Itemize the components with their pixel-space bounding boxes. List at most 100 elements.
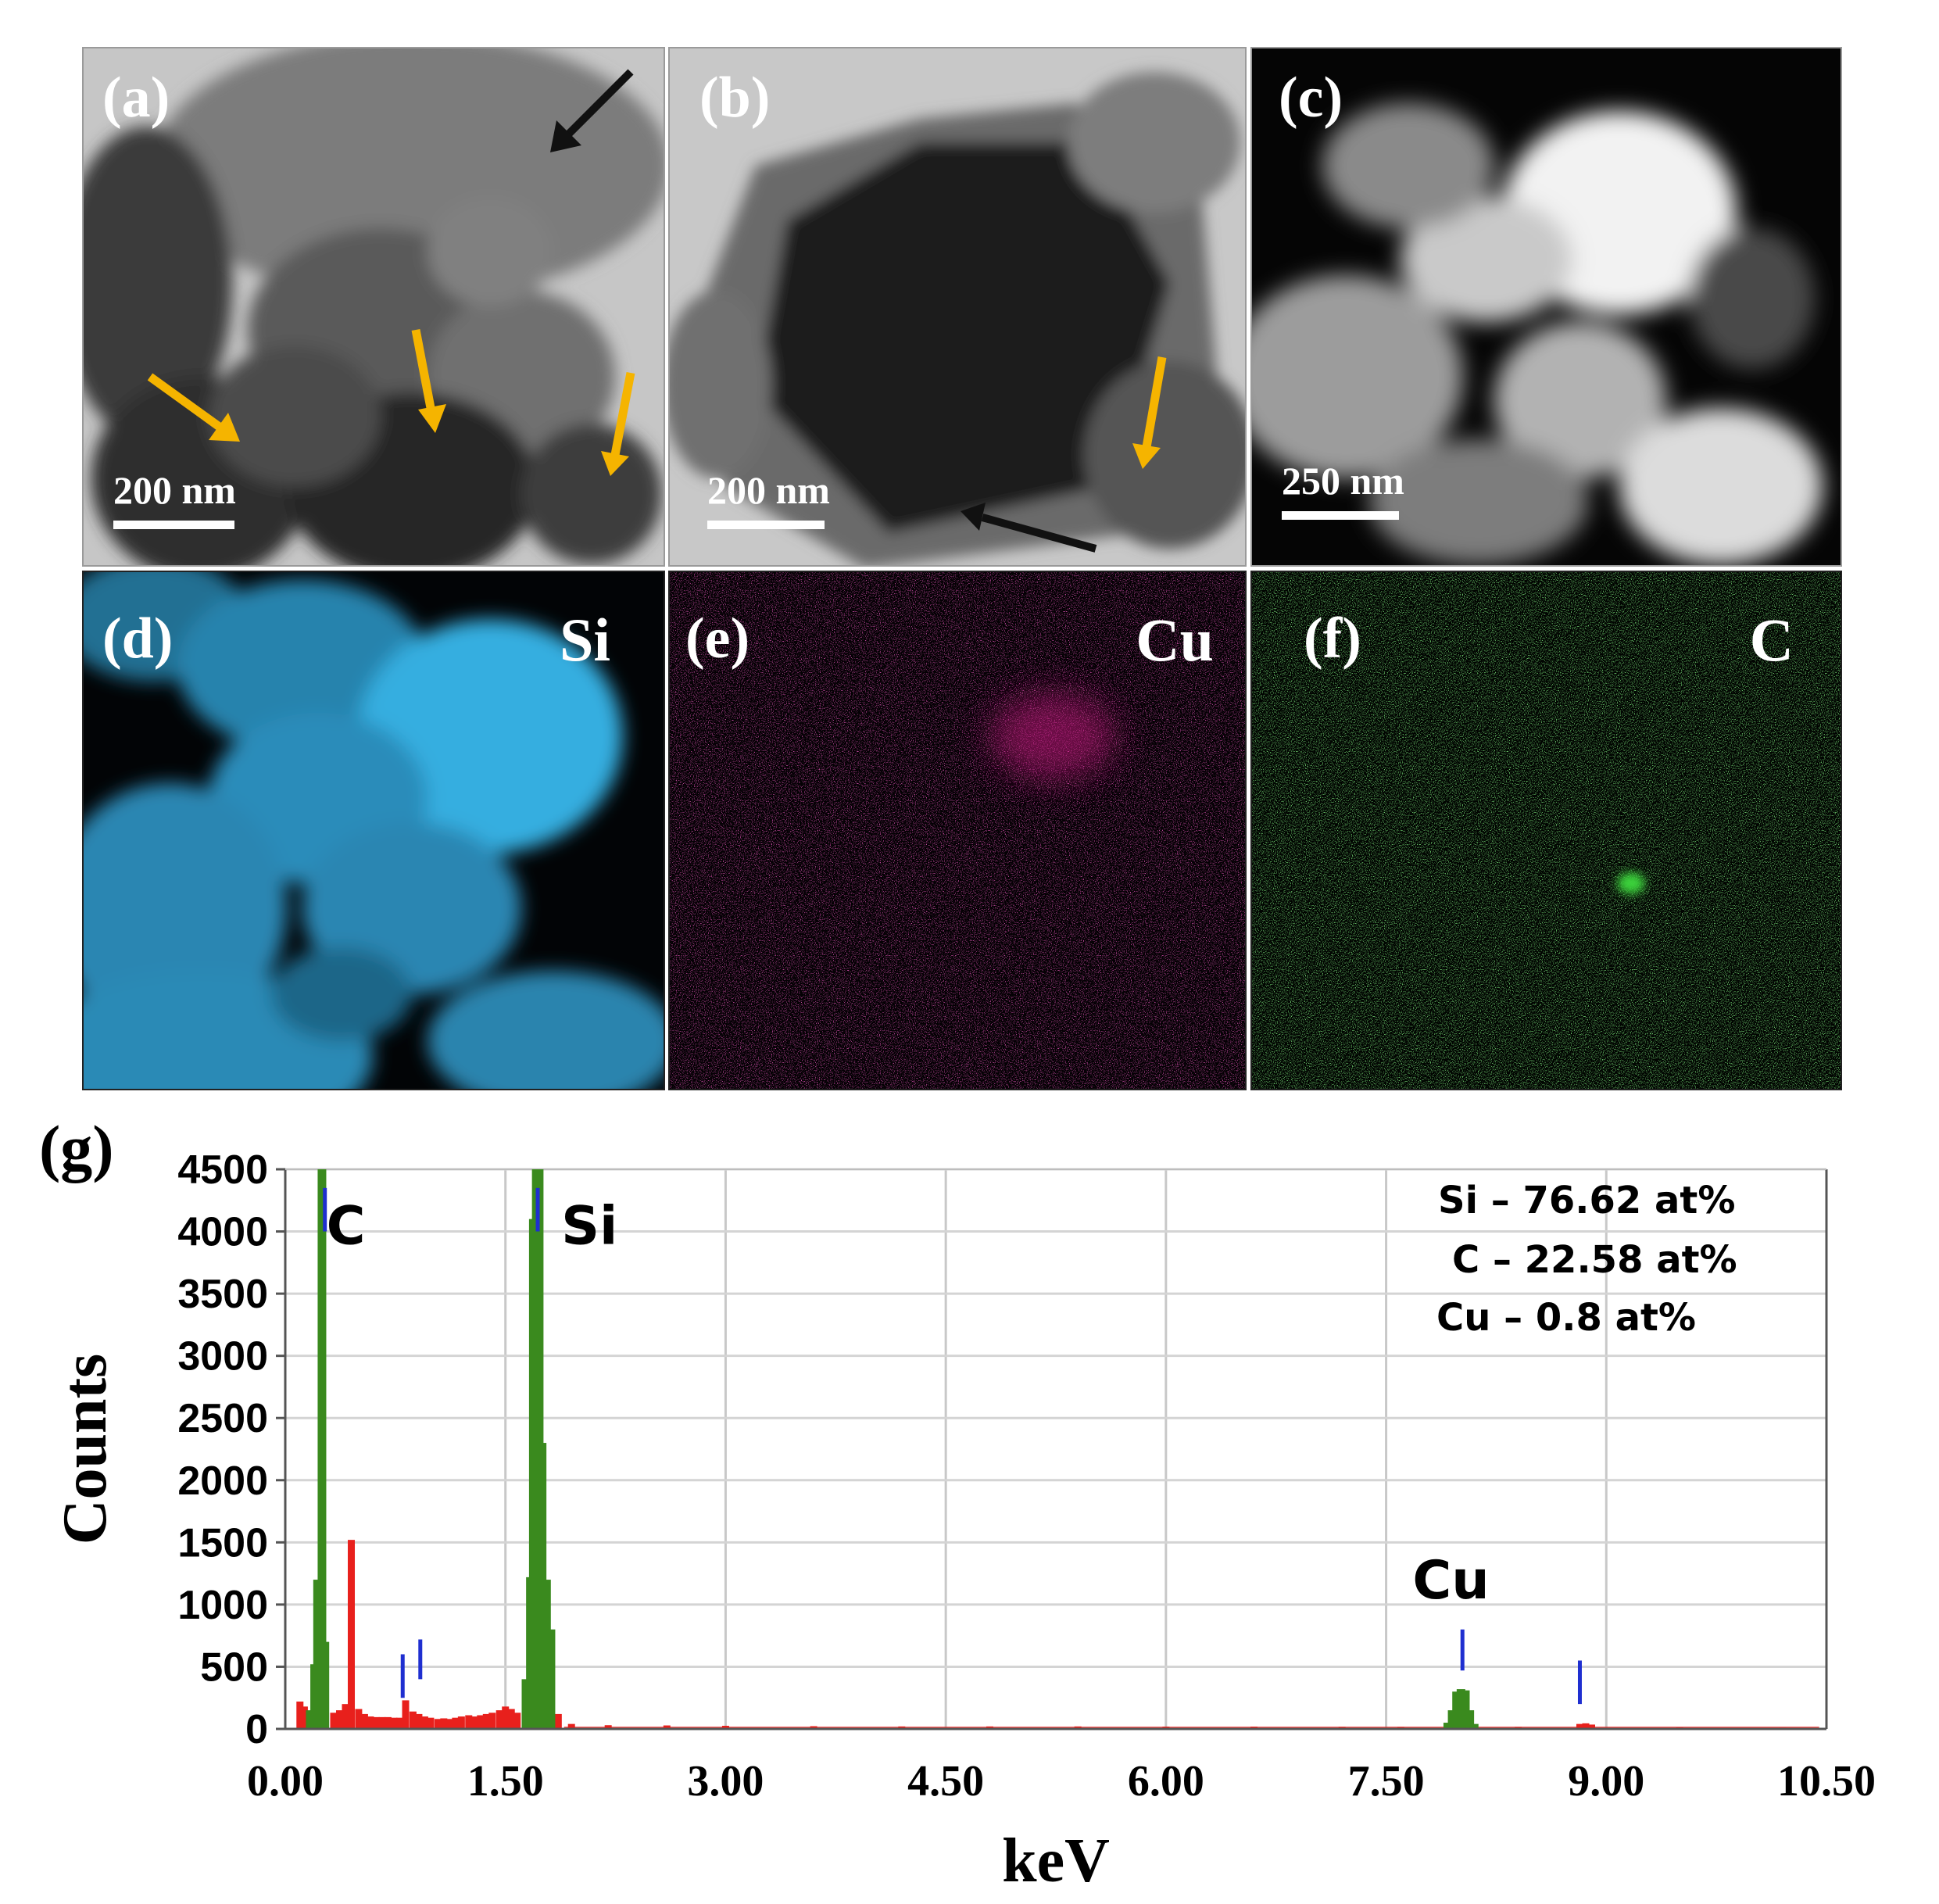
- panel-label-b: (b): [699, 66, 771, 130]
- spectrum-bar-green: [1452, 1691, 1461, 1729]
- spectrum-bar-red: [330, 1713, 338, 1729]
- spectrum-bar-red: [300, 1706, 308, 1729]
- spectrum-bar-green: [542, 1580, 551, 1729]
- spectrum-bar-green: [1465, 1710, 1475, 1729]
- scale-bar-c: 250 nm: [1282, 461, 1404, 520]
- spectrum-bar-red: [554, 1713, 562, 1729]
- y-tick-label: 500: [200, 1645, 268, 1690]
- spectrum-bar-red: [452, 1717, 460, 1729]
- composition-line: C – 22.58 at%: [1452, 1238, 1737, 1282]
- eds-map-si: [84, 572, 664, 1089]
- element-label-si: Si: [559, 606, 610, 674]
- spectrum-bar-green: [306, 1710, 315, 1729]
- spectrum-bar-red: [367, 1716, 374, 1729]
- spectrum-bar-red: [434, 1719, 442, 1729]
- spectrum-bar-red: [482, 1713, 490, 1729]
- spectrum-bar-red: [495, 1710, 503, 1729]
- peak-label: Si: [561, 1195, 617, 1257]
- spectrum-bar-red: [355, 1709, 363, 1729]
- scale-text-a: 200 nm: [113, 468, 236, 512]
- spectrum-bar-green: [1447, 1710, 1457, 1729]
- x-tick-label: 4.50: [907, 1757, 984, 1806]
- spectrum-bar-red: [445, 1719, 453, 1729]
- spectrum-bar-green: [320, 1641, 330, 1729]
- spectrum-bar-red: [488, 1713, 496, 1729]
- spectrum-bar-red: [1582, 1723, 1590, 1729]
- spectrum-bar-red: [335, 1710, 343, 1729]
- spectrum-bar-green: [317, 1169, 327, 1729]
- spectrum-bar-red: [502, 1706, 510, 1729]
- tem-panel-a: (a) 200 nm: [82, 47, 665, 567]
- spectrum-bar-green: [546, 1629, 556, 1729]
- spectrum-bar-red: [378, 1716, 386, 1729]
- spectrum-bar-red: [567, 1723, 575, 1729]
- y-tick-label: 0: [245, 1707, 268, 1752]
- spectrum-bar-red: [513, 1713, 521, 1729]
- y-tick-label: 2000: [177, 1458, 268, 1504]
- eds-map-c: [1252, 572, 1841, 1089]
- eds-map-si-panel-d: (d) Si: [82, 571, 665, 1090]
- element-label-c: C: [1749, 606, 1794, 674]
- spectrum-bar-red: [507, 1709, 515, 1729]
- x-tick-label: 10.50: [1777, 1757, 1876, 1806]
- scale-text-c: 250 nm: [1282, 459, 1404, 503]
- spectrum-bar-red: [372, 1716, 380, 1729]
- spectrum-bar-green: [1443, 1723, 1452, 1729]
- panel-label-c: (c): [1279, 66, 1343, 130]
- eds-map-cu: [670, 572, 1245, 1089]
- panel-label-g: (g): [39, 1112, 114, 1183]
- spectrum-bar-green: [1456, 1689, 1465, 1729]
- x-tick-label: 7.50: [1348, 1757, 1425, 1806]
- y-tick-label: 4000: [177, 1210, 268, 1255]
- composition-line: Si – 76.62 at%: [1438, 1179, 1735, 1222]
- panel-label-e: (e): [685, 607, 750, 671]
- tem-image-a: [84, 48, 664, 565]
- haadf-panel-c: (c) 250 nm: [1250, 47, 1842, 567]
- x-tick-label: 3.00: [687, 1757, 764, 1806]
- panel-label-d: (d): [102, 607, 174, 671]
- spectrum-bar-red: [1576, 1723, 1583, 1729]
- spectrum-bar-green: [1469, 1723, 1479, 1729]
- spectrum-bar-green: [313, 1580, 322, 1729]
- x-tick-label: 9.00: [1568, 1757, 1644, 1806]
- spectrum-bar-red: [457, 1716, 465, 1729]
- spectrum-bar-red: [465, 1715, 473, 1729]
- scale-text-b: 200 nm: [707, 468, 830, 512]
- spectrum-bar-red: [409, 1711, 417, 1729]
- x-tick-label: 6.00: [1128, 1757, 1204, 1806]
- y-tick-label: 1500: [177, 1520, 268, 1566]
- scale-line-c: [1282, 511, 1399, 520]
- scale-bar-a: 200 nm: [113, 471, 236, 529]
- eds-spectrum-chart: 0.00 1.50 3.00 4.50 6.00 7.50 9.00 10.50 0 500 100…: [51, 1147, 1876, 1895]
- spectrum-bar-green: [538, 1443, 547, 1729]
- spectrum-bar-red: [415, 1713, 423, 1729]
- composition-line: Cu – 0.8 at%: [1436, 1296, 1696, 1340]
- x-tick-label: 0.00: [247, 1757, 324, 1806]
- spectrum-bar-green: [521, 1679, 531, 1729]
- eds-map-cu-panel-e: (e) Cu: [668, 571, 1247, 1090]
- spectrum-bar-red: [390, 1717, 398, 1729]
- spectrum-bar-red: [342, 1704, 349, 1729]
- element-label-cu: Cu: [1136, 606, 1214, 674]
- spectrum-bar-red: [427, 1717, 435, 1729]
- y-tick-label: 1000: [177, 1583, 268, 1628]
- scale-bar-b: 200 nm: [707, 471, 830, 529]
- scale-line-a: [113, 521, 234, 529]
- scale-line-b: [707, 521, 825, 529]
- spectrum-bar-red: [477, 1715, 485, 1729]
- spectrum-bar-red: [360, 1713, 368, 1729]
- peak-label: Cu: [1412, 1550, 1489, 1612]
- spectrum-bar-red: [296, 1701, 304, 1729]
- panel-label-a: (a): [102, 66, 170, 130]
- spectrum-bar-red: [395, 1717, 403, 1729]
- y-tick-label: 4500: [177, 1147, 268, 1193]
- spectrum-bar-red: [384, 1716, 392, 1729]
- spectrum-bar-red: [470, 1716, 478, 1729]
- spectrum-bar-green: [1461, 1690, 1470, 1729]
- y-axis-title: Counts: [51, 1354, 120, 1545]
- spectrum-bar-red: [348, 1540, 356, 1729]
- tem-panel-b: (b) 200 nm: [668, 47, 1247, 567]
- spectrum-bar-red: [420, 1716, 428, 1729]
- x-tick-label: 1.50: [467, 1757, 544, 1806]
- tem-image-b: [670, 48, 1245, 565]
